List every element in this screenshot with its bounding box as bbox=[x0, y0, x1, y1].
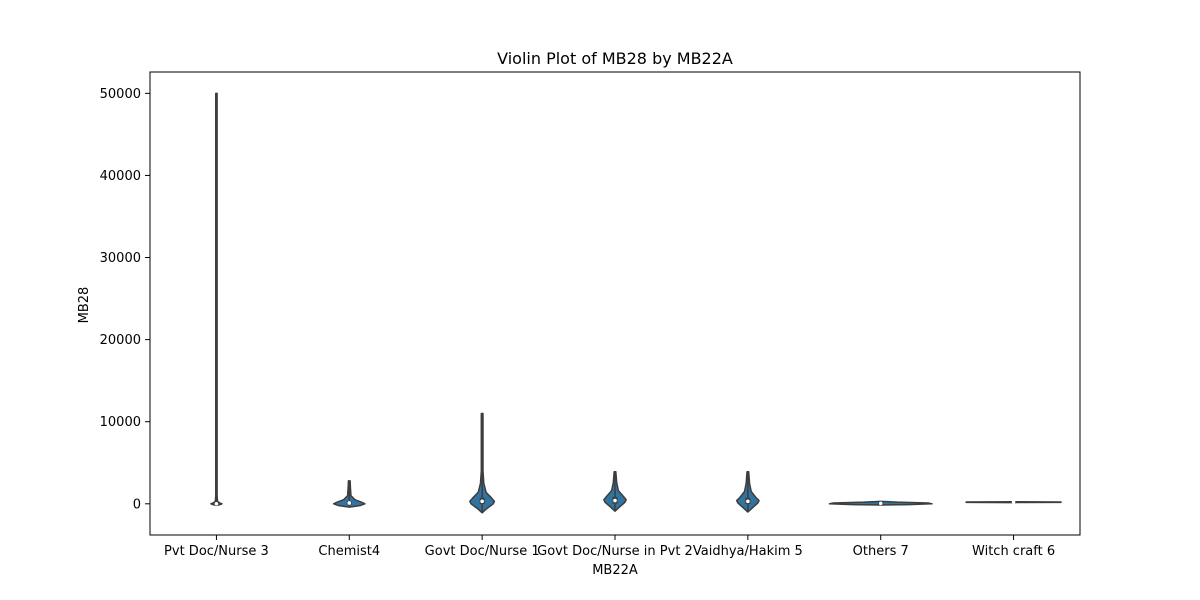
y-axis-label: MB28 bbox=[77, 287, 92, 324]
x-tick-label: Chemist4 bbox=[318, 544, 380, 559]
y-tick-label: 0 bbox=[133, 497, 141, 512]
plot-area: 0 10000 20000 30000 40000 50000 Pvt Doc/Nurse … bbox=[100, 87, 1062, 559]
x-tick-label: Others 7 bbox=[853, 544, 909, 559]
x-tick-label: Govt Doc/Nurse 1 bbox=[425, 544, 540, 559]
violin-median-point bbox=[347, 501, 352, 505]
x-tick-label: Witch craft 6 bbox=[972, 544, 1055, 559]
y-tick-label: 40000 bbox=[100, 169, 141, 184]
y-tick-label: 10000 bbox=[100, 415, 141, 430]
x-tick-label: Pvt Doc/Nurse 3 bbox=[164, 544, 269, 559]
x-tick-label: Vaidhya/Hakim 5 bbox=[693, 544, 803, 559]
plot-frame bbox=[149, 71, 1081, 536]
violin-median-point bbox=[746, 499, 750, 504]
y-tick-label: 20000 bbox=[100, 333, 141, 348]
violin-median-point bbox=[613, 498, 617, 503]
x-tick-label: Govt Doc/Nurse in Pvt 2 bbox=[537, 544, 693, 559]
violin-median-point bbox=[878, 501, 883, 506]
chart-title: Violin Plot of MB28 by MB22A bbox=[497, 49, 733, 68]
x-axis-label: MB22A bbox=[592, 563, 638, 578]
violin-median-point bbox=[214, 502, 219, 506]
y-tick-label: 50000 bbox=[100, 87, 141, 102]
y-tick-label: 30000 bbox=[100, 251, 141, 266]
violin-median-point bbox=[480, 499, 484, 504]
violin-median-point bbox=[1011, 500, 1016, 504]
